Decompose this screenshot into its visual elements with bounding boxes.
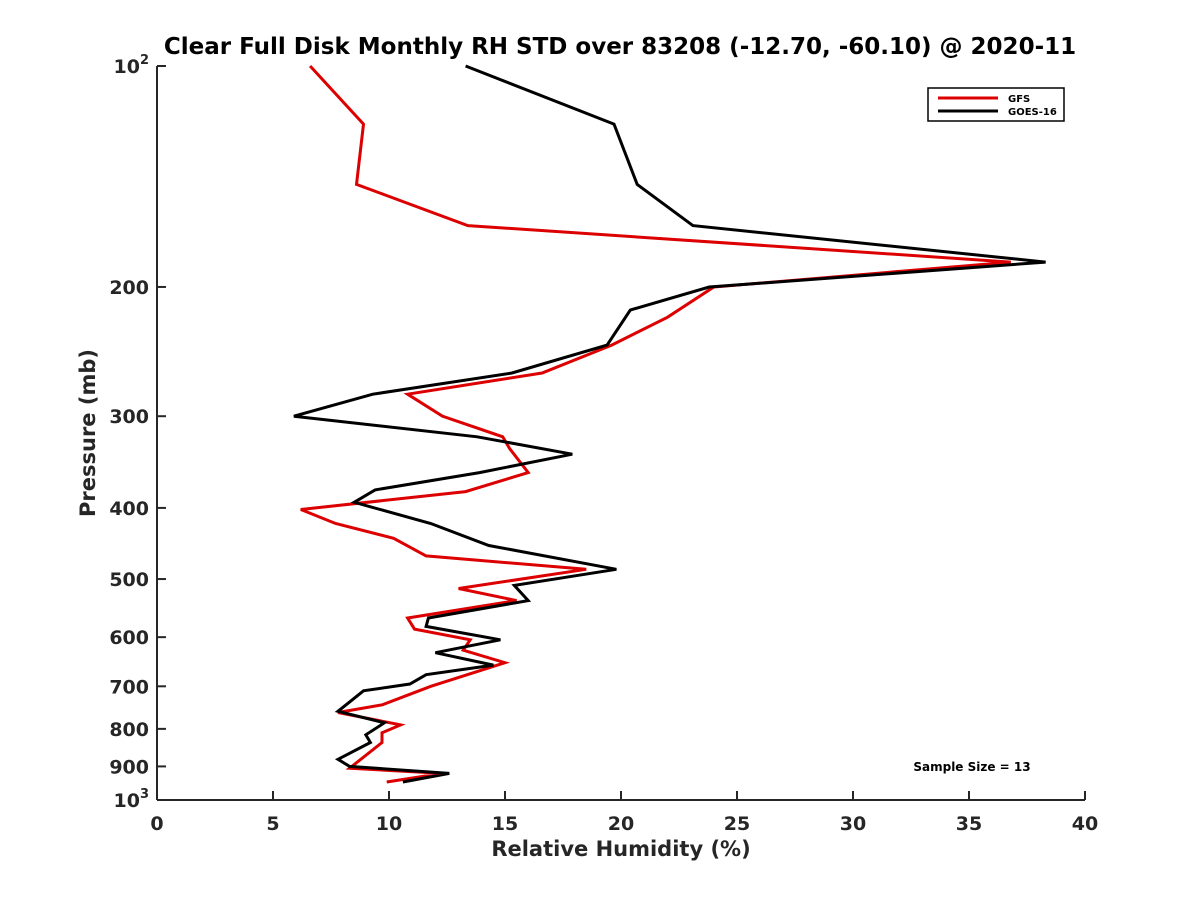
x-tick-label: 30 — [840, 813, 866, 835]
plot-area: 0 5 10 15 20 25 30 35 40 102 200 300 400 500 600 700 800… — [109, 53, 1098, 835]
series-line-goes-16 — [293, 64, 1046, 784]
x-tick-label: 10 — [376, 813, 402, 835]
y-tick-label: 103 — [114, 787, 150, 812]
x-tick-label: 25 — [724, 813, 750, 835]
y-tick-label: 200 — [109, 277, 149, 299]
x-tick-label: 35 — [956, 813, 982, 835]
chart-title: Clear Full Disk Monthly RH STD over 8320… — [164, 34, 1076, 60]
x-tick-label: 5 — [266, 813, 279, 835]
series-line-gfs — [300, 64, 1011, 784]
y-axis-label: Pressure (mb) — [76, 349, 100, 517]
axes: 0 5 10 15 20 25 30 35 40 102 200 300 400 500 600 700 800… — [109, 53, 1098, 835]
x-tick-label: 40 — [1072, 813, 1098, 835]
x-tick-label: 0 — [150, 813, 163, 835]
legend-box — [927, 87, 1065, 122]
x-tick-label: 15 — [492, 813, 518, 835]
y-tick-label: 600 — [109, 627, 149, 649]
y-tick-label: 300 — [109, 406, 149, 428]
x-tick-label: 20 — [608, 813, 634, 835]
y-tick-label: 900 — [109, 756, 149, 778]
sample-size-annotation: Sample Size = 13 — [913, 760, 1030, 774]
legend-entry-label: GFS — [1008, 94, 1030, 105]
y-tick-label: 700 — [109, 676, 149, 698]
y-tick-label: 400 — [109, 498, 149, 520]
legend: GFS GOES-16 — [927, 87, 1065, 122]
y-tick-label: 800 — [109, 719, 149, 741]
legend-entry-label: GOES-16 — [1008, 107, 1057, 118]
y-tick-label: 500 — [109, 569, 149, 591]
x-axis-label: Relative Humidity (%) — [491, 837, 750, 861]
series-lines — [293, 64, 1046, 784]
y-tick-label: 102 — [114, 53, 150, 78]
